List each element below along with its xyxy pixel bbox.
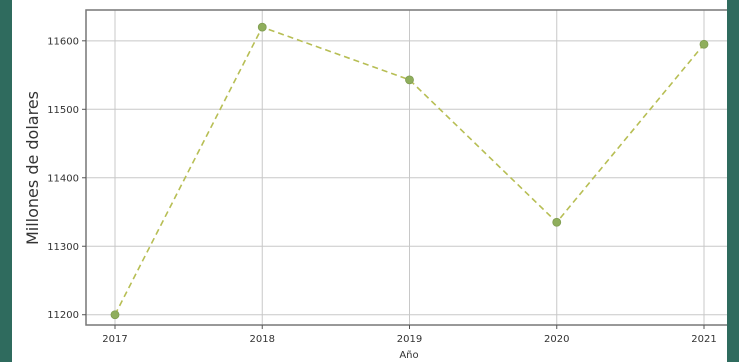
y-axis-label: Millones de dolares (23, 91, 42, 245)
y-tick-label: 11400 (47, 173, 79, 184)
x-axis-ticks: 2017 2018 2019 2020 2021 (102, 325, 717, 345)
y-tick-label: 11600 (47, 36, 79, 47)
x-tick-label: 2019 (397, 334, 422, 345)
data-point (257, 22, 267, 32)
x-tick-label: 2018 (250, 334, 275, 345)
y-tick-label: 11200 (47, 310, 79, 321)
data-point (552, 217, 562, 227)
y-tick-label: 11300 (47, 242, 79, 253)
y-axis-ticks: 11200 11300 11400 11500 11600 (47, 36, 86, 321)
plot-frame (85, 9, 727, 326)
x-tick-label: 2020 (544, 334, 569, 345)
data-point (110, 310, 120, 320)
series-layer (110, 22, 709, 320)
grid (86, 10, 727, 325)
data-point (699, 39, 709, 49)
chart-container: 11200 11300 11400 11500 11600 2017 2018 2019 20… (12, 0, 727, 362)
x-tick-label: 2017 (102, 334, 127, 345)
series-line (114, 26, 705, 316)
data-point (405, 75, 414, 85)
x-axis-label: Año (399, 350, 418, 361)
x-tick-label: 2021 (691, 334, 716, 345)
y-tick-label: 11500 (47, 105, 79, 116)
